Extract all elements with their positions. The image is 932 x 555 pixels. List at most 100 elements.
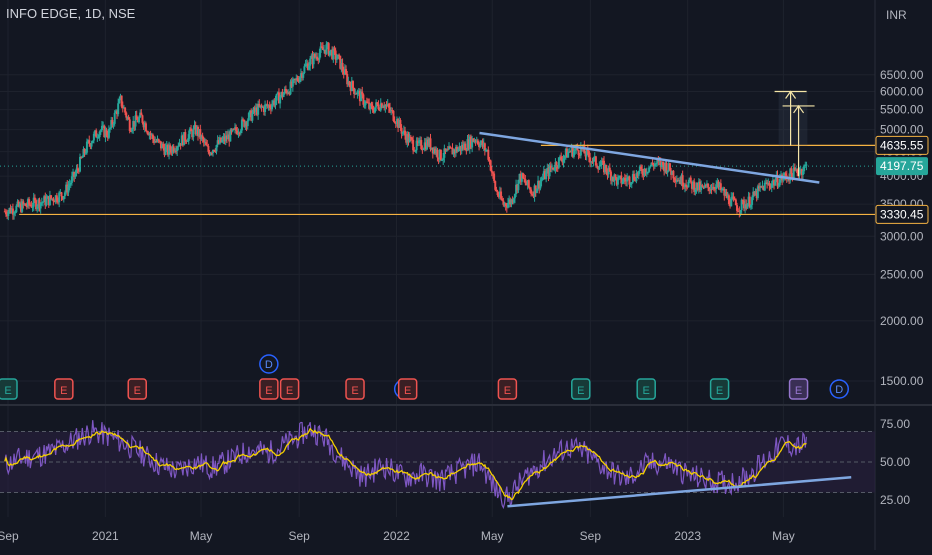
candle-body [252,107,255,114]
candle [766,179,769,189]
candle-body [332,48,335,60]
candle-body [357,90,360,92]
candle [523,173,526,183]
candle [756,184,759,200]
candle-body [560,156,563,160]
candle [796,168,799,177]
candle [140,108,143,116]
candle-body [795,169,798,171]
candle-body [376,102,379,105]
candle [235,124,238,135]
candle-body [340,62,343,69]
candle [113,110,116,127]
candle [171,144,174,156]
candle-body [342,70,345,75]
time-tick-label: 2021 [92,529,119,543]
candle [214,148,217,154]
candle-body [28,199,31,205]
candle-body [320,46,323,48]
candle [170,146,173,156]
candle [345,65,348,76]
candle-body [94,130,97,134]
candle-body [311,55,314,65]
candle [767,178,770,186]
candle-body [616,177,619,185]
candle-body [747,196,750,204]
candle [205,139,208,146]
candle-body [110,120,113,129]
candle-body [132,121,135,130]
candle [375,99,378,112]
candle [635,169,638,184]
candle-body [594,156,597,166]
candle [442,152,445,166]
candle-body [553,169,556,171]
candle-body [646,171,649,173]
candle-body [336,54,339,59]
candle [663,162,666,176]
candle-body [513,194,516,199]
candle [408,132,411,143]
candle [250,108,253,122]
candle-body [565,148,568,158]
candle [800,168,803,180]
candle-body [548,165,551,177]
candle-body [44,196,47,206]
candle-body [67,185,70,193]
candle [122,104,125,109]
candle [791,172,794,182]
candle [644,168,647,176]
symbol-title[interactable]: INFO EDGE, 1D, NSE [6,6,136,21]
candle-body [749,204,752,208]
candle [405,131,408,145]
candle [206,140,209,147]
candle [223,133,226,145]
candle [303,63,306,75]
candle-body [400,127,403,134]
candle [478,141,481,151]
candle [281,88,284,100]
candle-body [531,193,534,195]
candle [103,124,106,138]
candle-body [663,164,666,172]
candle [394,121,397,129]
candle-body [191,131,194,138]
earnings-letter: E [286,385,293,397]
candle-body [744,204,747,209]
candle-body [215,145,218,152]
candle-body [709,189,712,191]
candle [653,160,656,169]
candle [611,175,614,186]
candle [231,128,234,133]
candle-body [250,110,253,121]
candle-body [526,180,529,186]
candle [266,100,269,109]
candle [124,106,127,116]
candle-body [32,197,35,207]
candle [97,134,100,139]
candle-body [52,198,55,202]
candle-body [384,105,387,108]
candle [230,128,233,135]
candle [423,137,426,152]
candle [652,162,655,171]
candle [483,142,486,156]
candle-body [50,195,53,199]
candle-body [77,169,80,172]
candle [675,175,678,184]
candle-body [349,85,352,91]
candle-body [475,140,478,142]
rsi-tick-label: 75.00 [880,417,910,431]
candle [649,164,652,169]
candle [364,100,367,109]
candle-body [692,181,695,189]
candle [593,152,596,162]
candle-body [731,196,734,198]
candle-body [537,180,540,189]
candle-body [54,195,57,203]
candle-body [391,110,394,112]
candle-body [599,164,602,167]
candle [88,135,91,147]
candle-body [681,175,684,187]
